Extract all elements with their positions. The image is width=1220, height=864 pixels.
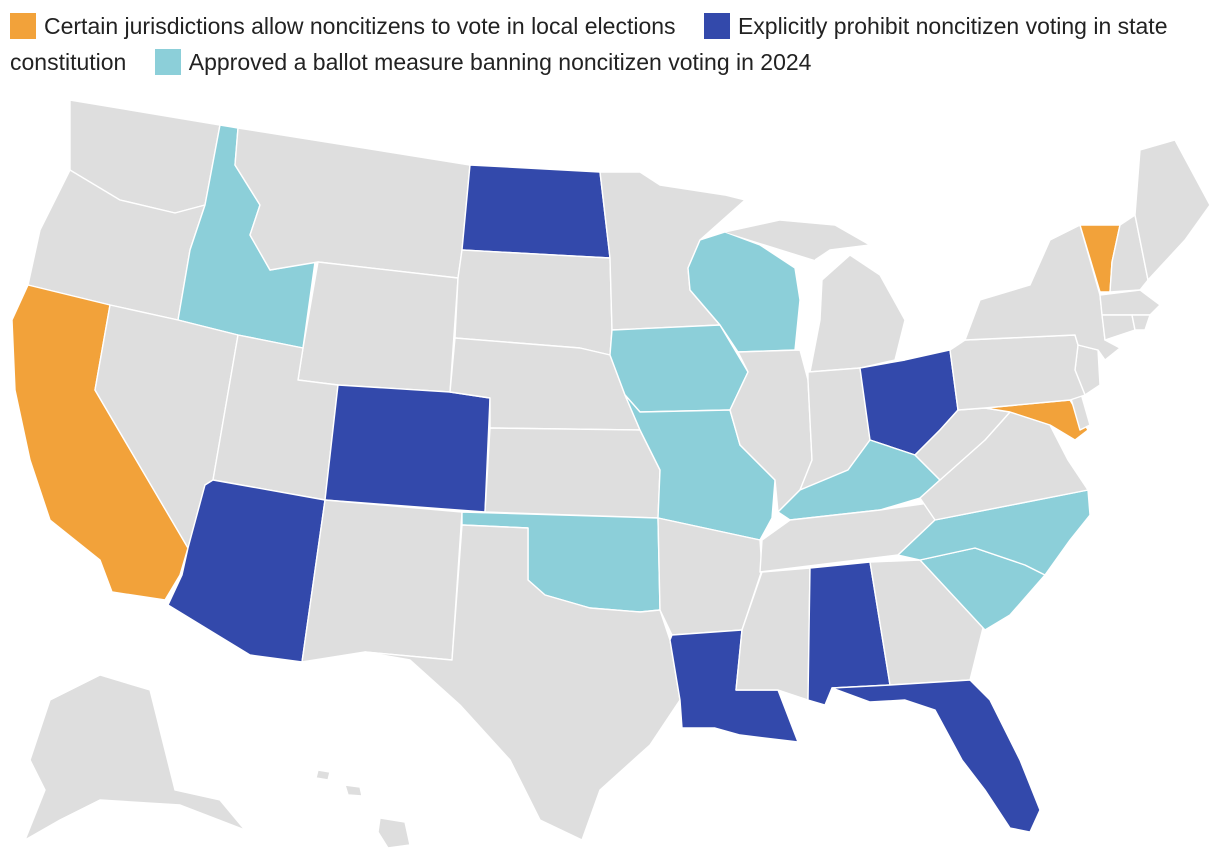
- state-hawaii[interactable]: [315, 769, 411, 849]
- state-connecticut[interactable]: [1101, 314, 1136, 341]
- state-missouri[interactable]: [624, 394, 776, 541]
- legend-swatch-allow-local: [10, 13, 36, 39]
- state-iowa[interactable]: [609, 324, 749, 413]
- state-pennsylvania[interactable]: [949, 334, 1086, 411]
- state-georgia[interactable]: [869, 559, 986, 686]
- state-colorado[interactable]: [324, 384, 491, 513]
- state-maine[interactable]: [1134, 139, 1211, 281]
- state-michigan[interactable]: [724, 219, 906, 373]
- state-alaska[interactable]: [24, 674, 246, 841]
- state-massachusetts[interactable]: [1099, 289, 1161, 316]
- legend-label-allow-local: Certain jurisdictions allow noncitizens …: [44, 13, 676, 39]
- legend-label-ballot-2024: Approved a ballot measure banning noncit…: [188, 49, 812, 75]
- state-wisconsin[interactable]: [687, 231, 801, 353]
- state-wyoming[interactable]: [297, 261, 459, 393]
- legend: Certain jurisdictions allow noncitizens …: [10, 8, 1210, 80]
- legend-item-prohibit: Explicitly prohibit noncitizen voting in…: [10, 13, 1168, 75]
- legend-swatch-prohibit: [703, 13, 730, 39]
- us-state-map: [11, 99, 1211, 849]
- state-texas[interactable]: [364, 524, 681, 841]
- state-florida[interactable]: [831, 679, 1041, 833]
- state-new-mexico[interactable]: [301, 499, 463, 663]
- legend-label-prohibit: Explicitly prohibit noncitizen voting in…: [10, 13, 1168, 75]
- state-north-dakota[interactable]: [461, 164, 611, 259]
- state-rhode-island[interactable]: [1131, 314, 1151, 331]
- legend-item-allow-local: Certain jurisdictions allow noncitizens …: [10, 13, 704, 39]
- legend-swatch-ballot-2024: [154, 49, 181, 75]
- state-kansas[interactable]: [484, 427, 661, 519]
- legend-item-ballot-2024: Approved a ballot measure banning noncit…: [154, 49, 834, 75]
- state-montana[interactable]: [234, 127, 471, 279]
